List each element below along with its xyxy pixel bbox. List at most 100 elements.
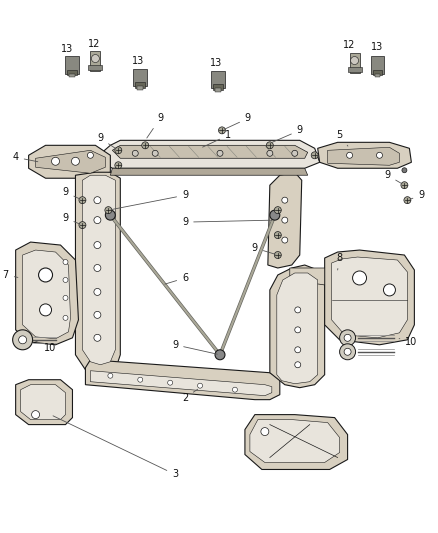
Polygon shape bbox=[112, 146, 308, 158]
Text: 10: 10 bbox=[35, 341, 57, 353]
Text: 9: 9 bbox=[272, 125, 303, 142]
Polygon shape bbox=[16, 379, 72, 425]
Circle shape bbox=[52, 157, 60, 165]
Text: 7: 7 bbox=[3, 270, 18, 280]
Polygon shape bbox=[245, 415, 348, 470]
Circle shape bbox=[270, 210, 280, 220]
Circle shape bbox=[63, 260, 68, 264]
Bar bbox=[374, 74, 381, 77]
Circle shape bbox=[142, 142, 149, 149]
Polygon shape bbox=[318, 142, 411, 168]
Bar bbox=[348, 67, 361, 71]
Polygon shape bbox=[110, 168, 308, 175]
Circle shape bbox=[282, 237, 288, 243]
Polygon shape bbox=[85, 360, 280, 400]
Bar bbox=[215, 88, 221, 92]
Circle shape bbox=[132, 150, 138, 156]
Bar bbox=[90, 51, 100, 70]
Polygon shape bbox=[16, 242, 78, 345]
Circle shape bbox=[94, 241, 101, 248]
Circle shape bbox=[215, 350, 225, 360]
Circle shape bbox=[198, 383, 202, 388]
Circle shape bbox=[233, 387, 237, 392]
Circle shape bbox=[152, 150, 158, 156]
Circle shape bbox=[94, 264, 101, 271]
Text: 13: 13 bbox=[210, 58, 222, 68]
Text: 4: 4 bbox=[13, 152, 38, 162]
Circle shape bbox=[346, 152, 353, 158]
Polygon shape bbox=[75, 172, 120, 375]
Circle shape bbox=[32, 410, 39, 418]
Polygon shape bbox=[332, 257, 407, 338]
Circle shape bbox=[261, 427, 269, 435]
Polygon shape bbox=[95, 140, 320, 168]
Circle shape bbox=[71, 157, 79, 165]
Circle shape bbox=[282, 217, 288, 223]
Circle shape bbox=[105, 207, 112, 214]
Circle shape bbox=[217, 150, 223, 156]
Polygon shape bbox=[21, 385, 66, 419]
Text: 13: 13 bbox=[371, 42, 384, 52]
Circle shape bbox=[92, 54, 99, 62]
Circle shape bbox=[115, 162, 122, 169]
Bar bbox=[213, 84, 223, 91]
Circle shape bbox=[63, 278, 68, 282]
Text: 1: 1 bbox=[203, 131, 231, 147]
Polygon shape bbox=[35, 150, 106, 173]
Circle shape bbox=[94, 216, 101, 224]
Polygon shape bbox=[250, 419, 339, 463]
Circle shape bbox=[404, 197, 411, 204]
Text: 2: 2 bbox=[182, 389, 198, 402]
Circle shape bbox=[219, 127, 226, 134]
Circle shape bbox=[344, 348, 351, 356]
Text: 12: 12 bbox=[88, 38, 101, 49]
Circle shape bbox=[168, 380, 173, 385]
Circle shape bbox=[292, 150, 298, 156]
Circle shape bbox=[274, 207, 281, 214]
Bar bbox=[350, 53, 360, 72]
Polygon shape bbox=[90, 371, 272, 395]
Bar bbox=[137, 86, 143, 91]
Text: 6: 6 bbox=[165, 273, 188, 284]
Polygon shape bbox=[328, 147, 399, 165]
Circle shape bbox=[350, 56, 359, 64]
Circle shape bbox=[274, 252, 281, 259]
Circle shape bbox=[94, 288, 101, 295]
Circle shape bbox=[402, 168, 407, 173]
Text: 9: 9 bbox=[172, 340, 217, 354]
Bar bbox=[211, 70, 225, 88]
Text: 9: 9 bbox=[111, 190, 188, 209]
Text: 9: 9 bbox=[97, 133, 116, 149]
Text: 9: 9 bbox=[63, 213, 80, 224]
Circle shape bbox=[344, 334, 351, 341]
Circle shape bbox=[79, 197, 86, 204]
Text: 10: 10 bbox=[399, 337, 417, 347]
Text: 8: 8 bbox=[336, 253, 343, 270]
Text: 9: 9 bbox=[410, 190, 424, 200]
Circle shape bbox=[311, 152, 318, 159]
Circle shape bbox=[63, 316, 68, 320]
Circle shape bbox=[115, 147, 122, 154]
Circle shape bbox=[138, 377, 143, 382]
Bar bbox=[135, 83, 145, 88]
Text: 13: 13 bbox=[61, 44, 74, 54]
Text: 9: 9 bbox=[252, 243, 275, 254]
Circle shape bbox=[88, 152, 93, 158]
Text: 9: 9 bbox=[63, 187, 80, 199]
Circle shape bbox=[267, 150, 273, 156]
Circle shape bbox=[295, 327, 301, 333]
Polygon shape bbox=[268, 172, 302, 268]
Circle shape bbox=[384, 284, 396, 296]
Bar bbox=[67, 69, 78, 76]
Text: 13: 13 bbox=[132, 55, 145, 66]
Circle shape bbox=[39, 304, 52, 316]
Circle shape bbox=[295, 307, 301, 313]
Circle shape bbox=[401, 182, 408, 189]
Polygon shape bbox=[23, 250, 71, 339]
Bar bbox=[88, 64, 102, 69]
Polygon shape bbox=[270, 265, 325, 387]
Bar bbox=[371, 55, 385, 74]
Text: 9: 9 bbox=[225, 114, 251, 129]
Polygon shape bbox=[28, 146, 110, 178]
Circle shape bbox=[94, 334, 101, 341]
